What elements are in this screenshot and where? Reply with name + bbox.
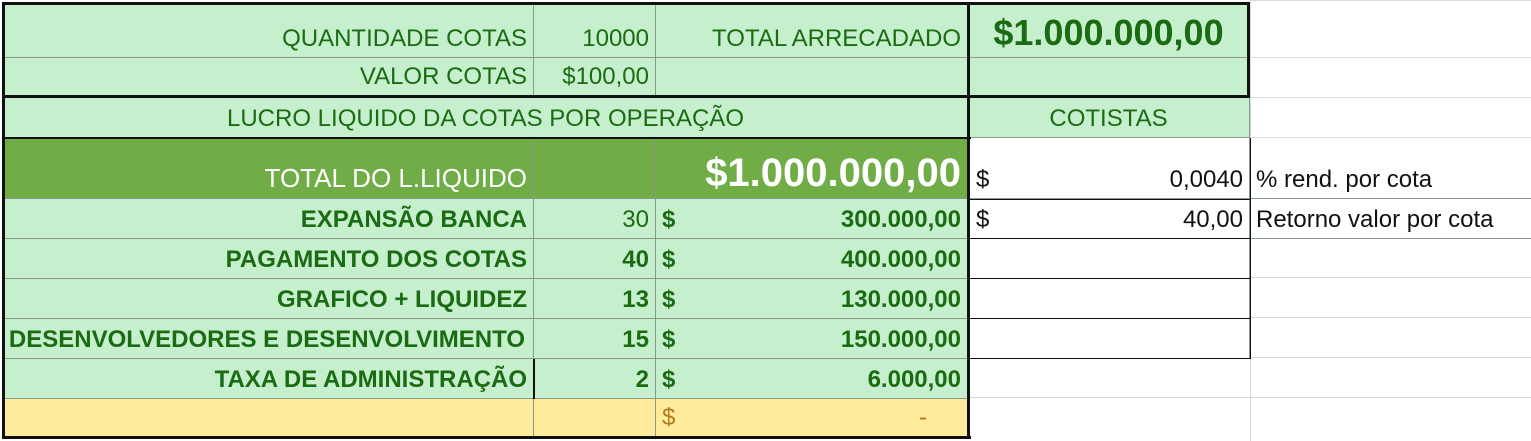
expense-amount: 150.000,00 — [840, 326, 961, 353]
empty-amount: - — [919, 404, 927, 431]
border — [2, 436, 971, 439]
section-title-cell[interactable]: LUCRO LIQUIDO DA COTAS POR OPERAÇÃO — [4, 96, 968, 138]
total-collected-value: $1.000.000,00 — [993, 12, 1224, 53]
expense-pct: 13 — [622, 286, 649, 313]
empty-cell[interactable] — [970, 239, 1250, 279]
quantity-value: 10000 — [582, 25, 649, 52]
total-liquid-value: $1.000.000,00 — [705, 151, 961, 195]
expense-label: DESENVOLVEDORES E DESENVOLVIMENTO — [8, 326, 525, 353]
expense-label: GRAFICO + LIQUIDEZ — [276, 286, 527, 313]
expense-pct: 30 — [622, 206, 649, 233]
price-label: VALOR COTAS — [359, 63, 527, 90]
empty-cell[interactable] — [970, 319, 1250, 359]
empty-amount-cell[interactable]: $ - — [656, 399, 968, 437]
expense-pct-cell[interactable]: 13 — [534, 279, 656, 319]
return-note-cell[interactable]: Retorno valor por cota — [1250, 199, 1531, 239]
expense-amount-cell[interactable]: $ 150.000,00 — [656, 319, 968, 359]
expense-pct-cell[interactable]: 30 — [534, 199, 656, 239]
border — [970, 238, 1251, 239]
total-collected-label-cell[interactable]: TOTAL ARRECADADO — [656, 4, 968, 58]
total-liquid-label: TOTAL DO L.LIQUIDO — [264, 163, 527, 193]
empty-cell[interactable] — [534, 399, 656, 437]
border — [970, 199, 1250, 200]
expense-amount: 130.000,00 — [840, 286, 961, 313]
border — [533, 359, 535, 399]
quantity-value-cell[interactable]: 10000 — [534, 4, 656, 58]
border — [1250, 138, 1251, 359]
cotistas-rate-value: 0,0040 — [1169, 166, 1243, 193]
cotistas-return-cell[interactable]: $ 40,00 — [970, 199, 1250, 239]
expense-label-cell[interactable]: TAXA DE ADMINISTRAÇÃO — [4, 359, 534, 399]
expense-label: TAXA DE ADMINISTRAÇÃO — [214, 366, 527, 393]
expense-amount: 400.000,00 — [840, 246, 961, 273]
expense-label: PAGAMENTO DOS COTAS — [225, 246, 527, 273]
expense-amount-cell[interactable]: $ 6.000,00 — [656, 359, 968, 399]
border — [2, 95, 1250, 98]
total-liquid-value-cell[interactable]: $1.000.000,00 — [656, 138, 968, 199]
cotistas-return-value: 40,00 — [1182, 206, 1243, 233]
expense-amount: 300.000,00 — [840, 206, 961, 233]
expense-pct: 40 — [622, 246, 649, 273]
expense-label-cell[interactable]: DESENVOLVEDORES E DESENVOLVIMENTO — [4, 319, 534, 359]
border — [970, 318, 1251, 319]
cotistas-header: COTISTAS — [1049, 105, 1168, 132]
currency-symbol: $ — [662, 326, 676, 353]
expense-pct-cell[interactable]: 2 — [534, 359, 656, 399]
expense-pct: 15 — [622, 326, 649, 353]
currency-symbol: $ — [662, 206, 676, 233]
section-title: LUCRO LIQUIDO DA COTAS POR OPERAÇÃO — [227, 105, 744, 132]
empty-cell[interactable] — [4, 399, 534, 437]
currency-symbol: $ — [976, 166, 990, 193]
total-collected-label: TOTAL ARRECADADO — [712, 25, 961, 52]
border — [2, 2, 1250, 5]
expense-label: EXPANSÃO BANCA — [300, 206, 527, 233]
expense-amount-cell[interactable]: $ 130.000,00 — [656, 279, 968, 319]
expense-pct-cell[interactable]: 40 — [534, 239, 656, 279]
currency-symbol: $ — [662, 366, 676, 393]
expense-amount: 6.000,00 — [867, 366, 961, 393]
expense-amount-cell[interactable]: $ 300.000,00 — [656, 199, 968, 239]
total-liquid-label-cell[interactable]: TOTAL DO L.LIQUIDO — [4, 138, 534, 199]
expense-amount-cell[interactable]: $ 400.000,00 — [656, 239, 968, 279]
empty-cell[interactable] — [968, 58, 1250, 96]
currency-symbol: $ — [976, 206, 990, 233]
currency-symbol: $ — [662, 286, 676, 313]
price-value: $100,00 — [562, 63, 649, 90]
border — [970, 358, 1251, 359]
rate-note: % rend. por cota — [1256, 166, 1433, 193]
price-label-cell[interactable]: VALOR COTAS — [4, 58, 534, 96]
currency-symbol: $ — [662, 246, 676, 273]
border — [1247, 2, 1250, 98]
expense-label-cell[interactable]: PAGAMENTO DOS COTAS — [4, 239, 534, 279]
quantity-label: QUANTIDADE COTAS — [282, 25, 527, 52]
cotistas-rate-cell[interactable]: $ 0,0040 — [970, 138, 1250, 199]
cotistas-header-cell[interactable]: COTISTAS — [968, 96, 1250, 138]
empty-cell[interactable] — [656, 58, 968, 96]
expense-pct-cell[interactable]: 15 — [534, 319, 656, 359]
empty-cell[interactable] — [970, 279, 1250, 319]
total-collected-value-cell[interactable]: $1.000.000,00 — [968, 4, 1250, 58]
expense-label-cell[interactable]: GRAFICO + LIQUIDEZ — [4, 279, 534, 319]
border — [2, 137, 971, 139]
border — [970, 278, 1251, 279]
empty-cell[interactable] — [534, 138, 656, 199]
quantity-label-cell[interactable]: QUANTIDADE COTAS — [4, 4, 534, 58]
rate-note-cell[interactable]: % rend. por cota — [1250, 138, 1531, 199]
return-note: Retorno valor por cota — [1256, 206, 1494, 233]
expense-pct: 2 — [635, 366, 649, 393]
price-value-cell[interactable]: $100,00 — [534, 58, 656, 96]
expense-label-cell[interactable]: EXPANSÃO BANCA — [4, 199, 534, 239]
border — [2, 2, 5, 439]
border — [967, 2, 970, 439]
currency-symbol: $ — [662, 404, 676, 431]
